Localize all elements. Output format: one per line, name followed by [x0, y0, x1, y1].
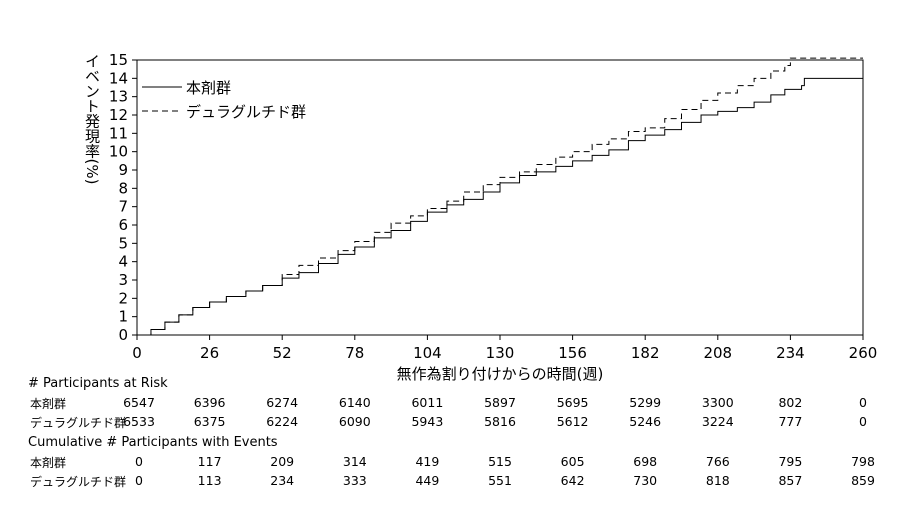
x-tick-label: 78 [345, 344, 364, 362]
at-risk-cell: 802 [778, 395, 803, 410]
events-cell: 209 [270, 454, 295, 469]
events-cell: 113 [197, 473, 222, 488]
at-risk-cell: 5299 [629, 395, 662, 410]
events-cell: 818 [705, 473, 730, 488]
at-risk-cell: 6396 [193, 395, 226, 410]
at-risk-cell: 6224 [266, 414, 299, 429]
events-cell: 605 [560, 454, 585, 469]
at-risk-cell: 3224 [701, 414, 734, 429]
at-risk-cell: 5816 [484, 414, 516, 429]
legend: 本剤群 デュラグルチド群 [142, 79, 306, 121]
at-risk-cell: 6140 [338, 395, 371, 410]
x-tick-label: 156 [558, 344, 587, 362]
y-axis-label: イベント発現率(%) [83, 54, 101, 185]
legend-label-series-2: デュラグルチド群 [186, 103, 306, 121]
x-tick-label: 104 [413, 344, 442, 362]
y-tick-label: 11 [109, 124, 128, 142]
x-tick-label: 182 [631, 344, 660, 362]
at-risk-cell: 3300 [701, 395, 734, 410]
x-tick-label: 260 [849, 344, 878, 362]
y-tick-label: 10 [109, 143, 128, 161]
at-risk-cell: 0 [859, 395, 867, 410]
at-risk-cell: 5612 [556, 414, 589, 429]
y-tick-label: 13 [109, 88, 128, 106]
y-tick-label: 9 [118, 161, 128, 179]
x-tick-label: 26 [200, 344, 219, 362]
events-cell: 449 [415, 473, 440, 488]
events-cell: 234 [270, 473, 295, 488]
at-risk-cell: 6274 [266, 395, 299, 410]
events-cell: 798 [851, 454, 875, 469]
y-tick-label: 0 [118, 326, 128, 344]
x-tick-label: 0 [132, 344, 142, 362]
series-layer [137, 57, 863, 336]
at-risk-cell: 6533 [123, 414, 155, 429]
events-cell: 857 [778, 473, 803, 488]
events-cell: 730 [633, 473, 658, 488]
events-cell: 333 [342, 473, 367, 488]
at-risk-row-label: デュラグルチド群 [30, 416, 127, 430]
at-risk-cell: 777 [778, 414, 803, 429]
events-cell: 766 [705, 454, 730, 469]
events-cell: 698 [633, 454, 658, 469]
series-line-1 [137, 77, 863, 336]
at-risk-cell: 6011 [411, 395, 444, 410]
events-cell: 859 [851, 473, 875, 488]
at-risk-title: # Participants at Risk [28, 376, 168, 391]
y-tick-label: 4 [118, 253, 128, 271]
at-risk-cell: 5943 [411, 414, 444, 429]
x-tick-label: 234 [776, 344, 805, 362]
events-cell: 419 [415, 454, 440, 469]
events-cell: 642 [560, 473, 585, 488]
events-cell: 117 [197, 454, 222, 469]
y-tick-label: 6 [118, 216, 128, 234]
at-risk-cell: 5246 [629, 414, 662, 429]
at-risk-cell: 6090 [338, 414, 371, 429]
y-tick-label: 14 [109, 69, 128, 87]
y-tick-label: 12 [109, 106, 128, 124]
at-risk-row-label: 本剤群 [30, 397, 67, 411]
y-tick-label: 2 [118, 289, 128, 307]
x-tick-label: 208 [703, 344, 732, 362]
at-risk-cell: 0 [859, 414, 867, 429]
x-axis: 0 26 52 78 104 130 156 182 208 234 260 [132, 335, 877, 362]
events-cell: 0 [135, 454, 143, 469]
events-cell: 795 [778, 454, 803, 469]
events-cell: 314 [342, 454, 367, 469]
at-risk-cell: 6375 [193, 414, 226, 429]
x-tick-label: 130 [486, 344, 515, 362]
x-axis-label: 無作為割り付けからの時間(週) [397, 365, 604, 383]
events-title: Cumulative # Participants with Events [28, 435, 278, 450]
y-tick-label: 5 [118, 234, 128, 252]
at-risk-cell: 5897 [484, 395, 516, 410]
legend-label-series-1: 本剤群 [186, 79, 231, 97]
y-tick-label: 7 [118, 198, 128, 216]
at-risk-cell: 5695 [556, 395, 589, 410]
x-tick-label: 52 [273, 344, 292, 362]
events-cell: 515 [488, 454, 512, 469]
events-cell: 0 [135, 473, 143, 488]
y-tick-label: 15 [109, 51, 128, 69]
y-tick-label: 3 [118, 271, 128, 289]
series-line-2 [137, 57, 863, 336]
events-row-label: 本剤群 [30, 456, 67, 470]
at-risk-cell: 6547 [123, 395, 155, 410]
y-tick-label: 8 [118, 179, 128, 197]
events-row-label: デュラグルチド群 [30, 475, 127, 489]
y-tick-label: 1 [118, 308, 128, 326]
events-cell: 551 [488, 473, 512, 488]
